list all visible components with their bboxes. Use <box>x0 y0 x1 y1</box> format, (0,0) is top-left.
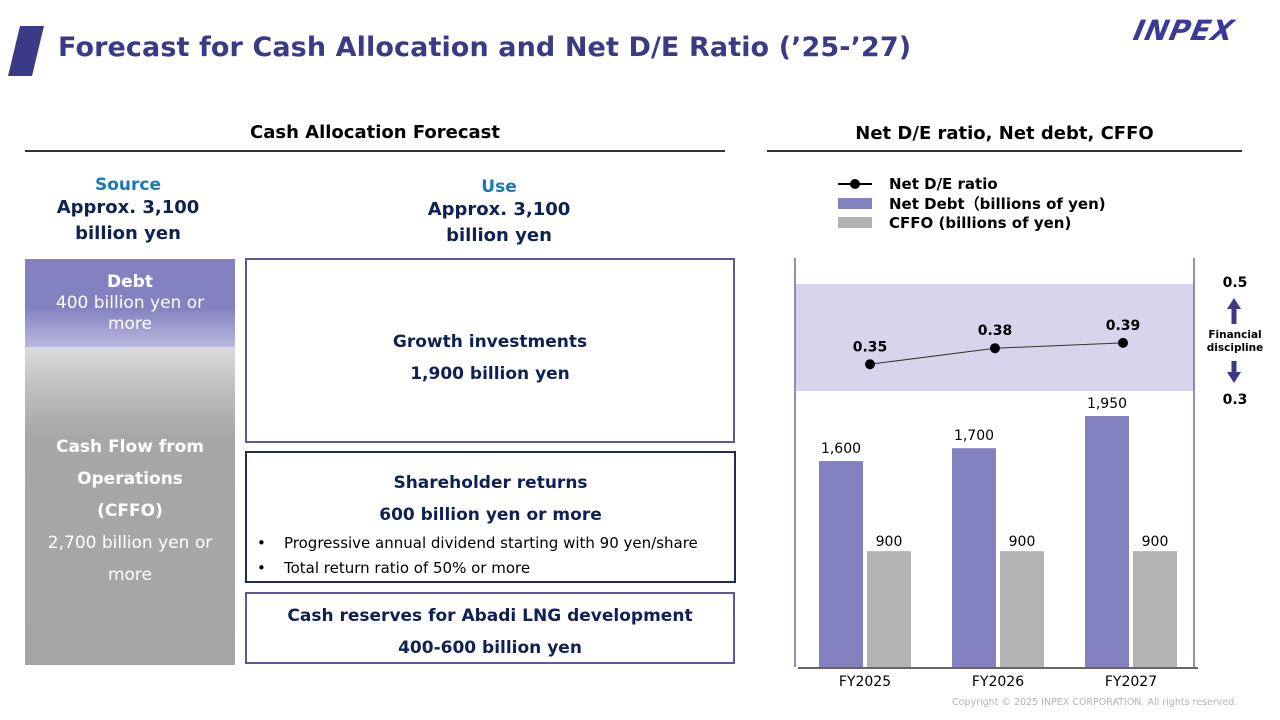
x-tick-label: FY2027 <box>1105 674 1157 690</box>
net-de-point <box>1118 337 1128 348</box>
use-amount-line2: billion yen <box>446 225 552 246</box>
debt-amount-line1: 400 billion yen or <box>55 293 205 313</box>
cffo-swatch-icon <box>838 217 872 229</box>
title-accent-bar <box>8 26 44 76</box>
arrow-down-icon <box>1227 361 1241 383</box>
shareholder-bullet: Progressive annual dividend starting wit… <box>247 531 734 556</box>
legend-label: Net D/E ratio <box>889 174 998 193</box>
net-debt-bar <box>819 461 863 667</box>
page-title: Forecast for Cash Allocation and Net D/E… <box>58 32 912 63</box>
net-de-value-label: 0.38 <box>978 323 1013 339</box>
legend-item-net-de: Net D/E ratio <box>838 174 1106 194</box>
cffo-bar <box>867 551 911 667</box>
net-debt-swatch-icon <box>838 197 872 209</box>
inpex-logo: INPEX <box>1130 14 1238 47</box>
growth-title: Growth investments <box>392 332 588 352</box>
cash-allocation-heading: Cash Allocation Forecast <box>250 122 500 143</box>
net-debt-bar <box>952 448 996 667</box>
source-amount-line1: Approx. 3,100 <box>56 197 200 218</box>
use-label: Use <box>481 177 517 197</box>
band-low-label: 0.3 <box>1222 392 1248 408</box>
source-column: Debt 400 billion yen or more Cash Flow f… <box>25 259 235 665</box>
cffo-value-label: 900 <box>1142 534 1169 550</box>
net-debt-value-label: 1,700 <box>954 428 994 444</box>
net-debt-value-label: 1,600 <box>821 441 861 457</box>
cffo-title-line1: Cash Flow from <box>55 437 204 457</box>
growth-amount: 1,900 billion yen <box>410 364 570 384</box>
legend-item-cffo: CFFO (billions of yen) <box>838 213 1106 233</box>
ratio-band <box>795 284 1194 391</box>
shareholder-title: Shareholder returns <box>393 473 588 493</box>
cffo-title-line2: Operations <box>77 469 183 489</box>
cffo-bar <box>1133 551 1177 667</box>
legend-label: Net Debt（billions of yen) <box>889 194 1106 213</box>
net-debt-bar <box>1085 416 1129 667</box>
debt-title: Debt <box>107 272 153 292</box>
line-marker-icon <box>838 177 872 191</box>
x-tick-label: FY2025 <box>839 674 891 690</box>
band-high-label: 0.5 <box>1222 275 1248 291</box>
shareholder-bullet: Total return ratio of 50% or more <box>247 556 734 581</box>
source-header: Source Approx. 3,100 billion yen <box>25 175 231 247</box>
source-amount-line2: billion yen <box>75 223 181 244</box>
cffo-value-label: 900 <box>876 534 903 550</box>
financial-discipline-line2: discipline <box>1206 342 1264 354</box>
shareholder-bullets: Progressive annual dividend starting wit… <box>247 531 734 581</box>
arrow-up-icon <box>1227 298 1241 324</box>
chart-divider <box>767 150 1242 152</box>
shareholder-amount: 600 billion yen or more <box>379 505 602 525</box>
source-label: Source <box>94 175 162 195</box>
legend-label: CFFO (billions of yen) <box>889 213 1072 232</box>
debt-block: Debt 400 billion yen or more <box>25 259 235 347</box>
cffo-amount-line1: 2,700 billion yen or <box>47 533 213 553</box>
chart-heading: Net D/E ratio, Net debt, CFFO <box>855 123 1154 144</box>
legend-item-net-debt: Net Debt（billions of yen) <box>838 194 1106 214</box>
net-debt-value-label: 1,950 <box>1087 396 1127 412</box>
copyright: Copyright © 2025 INPEX CORPORATION. All … <box>952 697 1238 708</box>
cffo-amount-line2: more <box>107 565 153 585</box>
cffo-title-line3: (CFFO) <box>97 501 163 521</box>
cash-allocation-divider <box>25 150 725 152</box>
chart-legend: Net D/E ratio Net Debt（billions of yen) … <box>838 174 1106 233</box>
cffo-block: Cash Flow from Operations (CFFO) 2,700 b… <box>25 347 235 665</box>
use-header: Use Approx. 3,100 billion yen <box>245 177 753 249</box>
x-tick-label: FY2026 <box>972 674 1024 690</box>
net-de-value-label: 0.39 <box>1106 318 1141 334</box>
net-de-value-label: 0.35 <box>853 339 888 355</box>
financial-discipline-line1: Financial <box>1208 329 1262 341</box>
net-de-point <box>990 343 1000 354</box>
financial-discipline-label: Financial discipline <box>1200 329 1270 355</box>
net-de-point <box>865 359 875 370</box>
abadi-amount: 400-600 billion yen <box>398 638 582 658</box>
debt-amount-line2: more <box>107 314 153 334</box>
use-amount-line1: Approx. 3,100 <box>427 199 571 220</box>
abadi-reserves-box: Cash reserves for Abadi LNG development … <box>245 592 735 664</box>
net-de-line <box>869 342 1124 365</box>
cffo-bar <box>1000 551 1044 667</box>
shareholder-returns-box: Shareholder returns 600 billion yen or m… <box>245 451 736 583</box>
cffo-value-label: 900 <box>1009 534 1036 550</box>
growth-investments-box: Growth investments 1,900 billion yen <box>245 258 735 443</box>
abadi-title: Cash reserves for Abadi LNG development <box>287 606 693 626</box>
